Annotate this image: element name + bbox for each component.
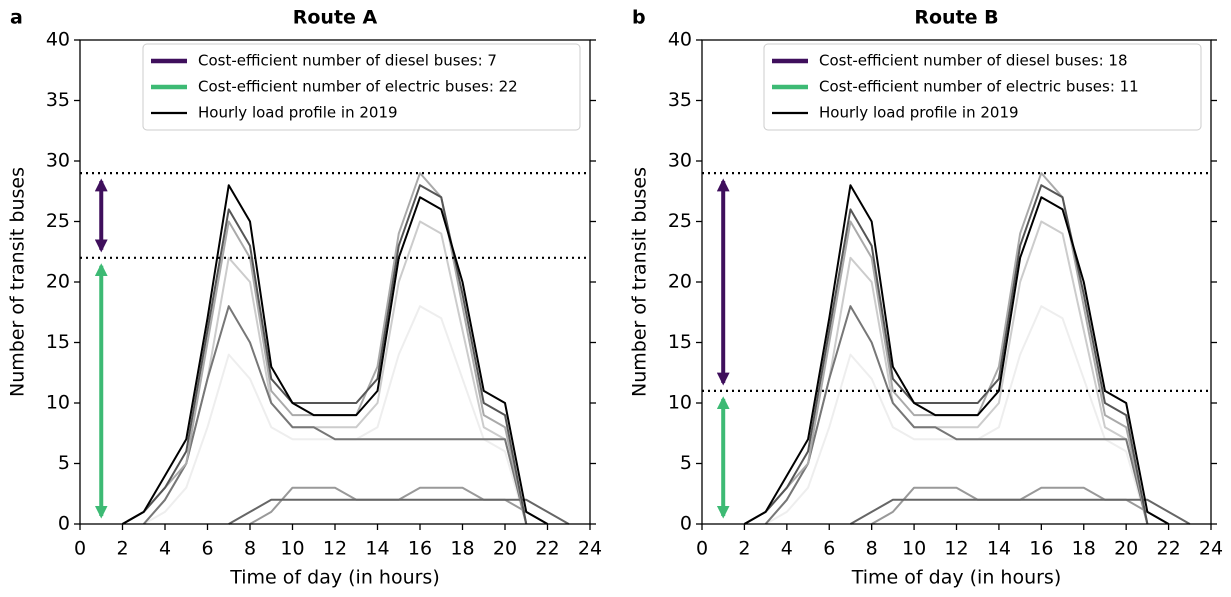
x-tick-label: 8 xyxy=(244,538,256,560)
plot-frame xyxy=(701,39,1212,525)
y-tick-label: 20 xyxy=(46,271,70,293)
x-tick-label: 0 xyxy=(74,538,86,560)
x-tick-label: 2 xyxy=(116,538,128,560)
load-profile xyxy=(871,486,1170,525)
x-tick-label: 0 xyxy=(696,538,708,560)
legend-label: Cost-efficient number of diesel buses: 7 xyxy=(198,52,497,70)
x-axis-label: Time of day (in hours) xyxy=(851,567,1061,589)
x-tick-label: 16 xyxy=(1029,538,1053,560)
x-tick-label: 4 xyxy=(781,538,793,560)
x-tick-label: 4 xyxy=(159,538,171,560)
y-tick-label: 30 xyxy=(668,150,692,172)
x-tick-label: 14 xyxy=(987,538,1011,560)
y-tick-label: 40 xyxy=(668,29,692,51)
y-axis-label: Number of transit buses xyxy=(629,167,651,397)
legend-box xyxy=(763,43,1202,131)
legend-label: Cost-efficient number of electric buses:… xyxy=(198,78,518,96)
y-tick-label: 15 xyxy=(668,331,692,353)
x-tick-label: 6 xyxy=(823,538,835,560)
x-axis-label: Time of day (in hours) xyxy=(229,567,439,589)
x-tick-label: 10 xyxy=(280,538,304,560)
y-tick-label: 35 xyxy=(668,89,692,111)
legend-label: Cost-efficient number of electric buses:… xyxy=(819,78,1139,96)
x-tick-label: 20 xyxy=(1114,538,1138,560)
panel-label: a xyxy=(10,7,23,29)
x-tick-label: 20 xyxy=(493,538,517,560)
x-tick-label: 16 xyxy=(408,538,432,560)
panel-title: Route B xyxy=(914,7,998,29)
legend-label: Cost-efficient number of diesel buses: 1… xyxy=(819,52,1128,70)
load-profile xyxy=(743,184,1149,525)
y-tick-label: 5 xyxy=(680,452,692,474)
load-profile xyxy=(743,184,1170,525)
load-profile xyxy=(764,220,1149,525)
load-profile xyxy=(142,220,528,525)
x-tick-label: 14 xyxy=(365,538,389,560)
legend: Cost-efficient number of diesel buses: 7… xyxy=(142,43,581,131)
x-tick-label: 22 xyxy=(535,538,559,560)
y-tick-label: 35 xyxy=(46,89,70,111)
y-tick-label: 10 xyxy=(46,392,70,414)
y-tick-label: 10 xyxy=(668,392,692,414)
load-profile xyxy=(228,498,570,525)
x-tick-label: 12 xyxy=(944,538,968,560)
x-tick-label: 12 xyxy=(323,538,347,560)
legend-label: Hourly load profile in 2019 xyxy=(198,104,398,122)
x-tick-label: 10 xyxy=(902,538,926,560)
x-tick-label: 22 xyxy=(1156,538,1180,560)
x-tick-label: 2 xyxy=(738,538,750,560)
y-tick-label: 5 xyxy=(58,452,70,474)
x-tick-label: 6 xyxy=(201,538,213,560)
load-profile xyxy=(122,184,548,525)
y-tick-label: 25 xyxy=(668,210,692,232)
legend: Cost-efficient number of diesel buses: 1… xyxy=(763,43,1202,131)
x-tick-label: 18 xyxy=(1072,538,1096,560)
plot-frame xyxy=(79,39,591,525)
y-axis-label: Number of transit buses xyxy=(7,167,29,397)
load-profile xyxy=(142,305,528,525)
legend-label: Hourly load profile in 2019 xyxy=(819,104,1019,122)
y-tick-label: 20 xyxy=(668,271,692,293)
x-tick-label: 8 xyxy=(866,538,878,560)
x-tick-label: 24 xyxy=(1199,538,1223,560)
x-tick-label: 24 xyxy=(578,538,602,560)
y-tick-label: 30 xyxy=(46,150,70,172)
load-profile xyxy=(764,305,1149,525)
y-tick-label: 15 xyxy=(46,331,70,353)
panel-title: Route A xyxy=(293,7,378,29)
y-tick-label: 0 xyxy=(680,513,692,535)
x-tick-label: 18 xyxy=(450,538,474,560)
y-tick-label: 25 xyxy=(46,210,70,232)
panel-label: b xyxy=(632,7,646,29)
y-tick-label: 40 xyxy=(46,29,70,51)
y-tick-label: 0 xyxy=(58,513,70,535)
load-profile xyxy=(249,486,548,525)
load-profile xyxy=(122,184,528,525)
load-profile xyxy=(849,498,1191,525)
legend-box xyxy=(142,43,581,131)
